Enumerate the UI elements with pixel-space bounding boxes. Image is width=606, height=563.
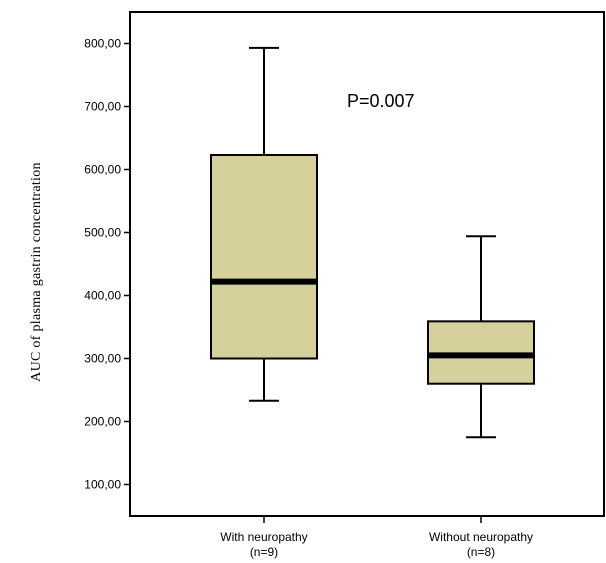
box-group-1	[210, 46, 318, 402]
x-category-sublabel: (n=8)	[467, 545, 495, 559]
iqr-box	[210, 154, 318, 360]
x-axis: With neuropathy(n=9) Without neuropathy(n…	[220, 516, 533, 559]
plot-frame	[129, 11, 605, 517]
x-category-sublabel: (n=9)	[250, 545, 278, 559]
y-axis: 100,00 200,00 300,00 400,00 500,00 600,00 700,…	[84, 37, 130, 492]
box-group-2	[427, 235, 535, 439]
p-value-annotation: P=0.007	[347, 91, 415, 111]
y-tick-label: 600,00	[84, 163, 121, 177]
y-tick-label: 300,00	[84, 352, 121, 366]
y-tick-label: 700,00	[84, 100, 121, 114]
y-tick-label: 400,00	[84, 289, 121, 303]
y-tick-label: 500,00	[84, 226, 121, 240]
y-axis-label: AUC of plasma gastrin concentration	[29, 162, 44, 382]
y-tick-label: 200,00	[84, 415, 121, 429]
x-category-label: With neuropathy	[220, 530, 307, 544]
plot-border	[129, 11, 605, 517]
y-tick-label: 800,00	[84, 37, 121, 51]
x-category-label: Without neuropathy	[429, 530, 533, 544]
y-tick-label: 100,00	[84, 478, 121, 492]
boxes	[210, 46, 535, 439]
